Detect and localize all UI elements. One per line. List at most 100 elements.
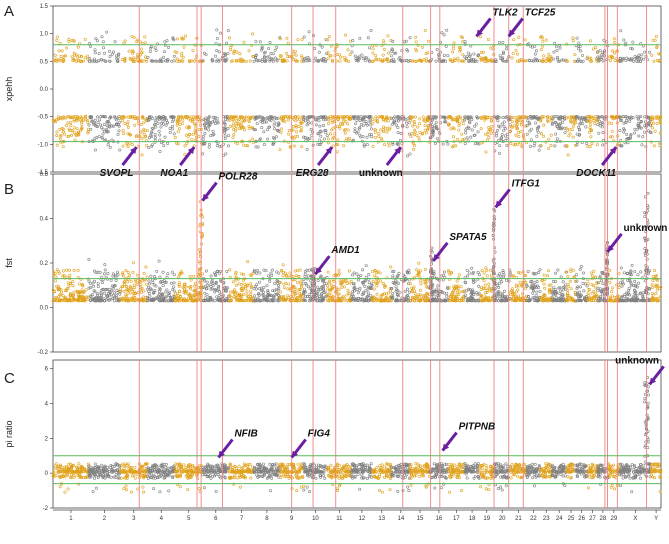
data-point	[454, 144, 458, 148]
data-point	[223, 126, 227, 130]
data-point	[561, 58, 565, 62]
data-point	[558, 43, 562, 47]
data-point	[624, 58, 628, 62]
data-point	[219, 31, 223, 35]
data-point	[159, 125, 163, 129]
data-point	[329, 44, 333, 48]
data-point	[573, 143, 577, 147]
data-point	[141, 41, 145, 45]
data-point	[658, 52, 662, 56]
data-point	[332, 136, 336, 140]
data-point	[410, 132, 414, 136]
data-point	[511, 52, 515, 56]
data-point	[55, 143, 59, 147]
data-point	[76, 268, 80, 272]
data-point	[541, 39, 545, 43]
data-point	[611, 115, 615, 119]
data-point	[533, 44, 537, 48]
data-point	[398, 290, 402, 294]
data-point	[241, 59, 245, 63]
data-point	[484, 150, 488, 154]
data-point	[123, 122, 127, 126]
data-point	[360, 118, 364, 122]
data-point	[193, 122, 197, 126]
data-point	[230, 296, 234, 300]
data-point	[173, 292, 177, 296]
data-point	[102, 291, 106, 295]
data-point	[114, 118, 118, 122]
data-point	[541, 44, 545, 48]
data-point	[203, 126, 207, 130]
data-point	[126, 270, 130, 274]
data-point	[544, 140, 548, 144]
data-point	[450, 59, 454, 63]
y-tick-label: 0.6	[40, 172, 49, 178]
data-point	[447, 123, 451, 127]
data-point	[465, 54, 469, 58]
data-point	[509, 142, 513, 146]
data-point	[368, 46, 372, 50]
data-point	[299, 279, 303, 283]
data-point	[358, 286, 362, 290]
data-point	[256, 269, 260, 273]
data-point	[590, 59, 594, 63]
data-point	[131, 50, 135, 54]
data-point	[571, 135, 575, 139]
data-point	[364, 264, 368, 268]
data-point	[375, 284, 379, 288]
data-point	[177, 127, 181, 131]
data-point	[83, 56, 87, 60]
data-point	[133, 292, 137, 296]
data-point	[625, 132, 629, 136]
data-point	[574, 273, 578, 277]
data-point	[405, 121, 409, 125]
data-point	[272, 127, 276, 131]
data-point	[581, 281, 585, 285]
data-point	[295, 288, 299, 292]
data-point	[361, 124, 365, 128]
data-point	[119, 287, 123, 291]
data-point	[430, 118, 434, 122]
data-point	[204, 127, 208, 131]
data-point	[113, 115, 117, 119]
data-point	[446, 142, 450, 146]
data-point	[574, 115, 578, 119]
data-point	[279, 295, 283, 299]
data-point	[319, 116, 323, 120]
data-point	[561, 288, 565, 292]
data-point	[287, 129, 291, 133]
data-point	[498, 144, 502, 148]
data-point	[633, 279, 637, 283]
data-point	[164, 123, 168, 127]
data-point	[293, 49, 297, 53]
data-point	[178, 298, 182, 302]
data-point	[190, 59, 194, 63]
data-point	[279, 130, 283, 134]
data-point	[355, 287, 359, 291]
data-point	[363, 285, 367, 289]
data-point	[426, 115, 430, 119]
data-point	[306, 59, 310, 63]
data-point	[470, 57, 474, 61]
data-point	[238, 52, 242, 56]
data-point	[268, 58, 272, 62]
data-point	[381, 53, 385, 57]
data-point	[147, 136, 151, 140]
data-point	[161, 292, 165, 296]
data-point	[282, 117, 286, 121]
data-point	[639, 115, 643, 119]
data-point	[150, 130, 154, 134]
data-point	[321, 285, 325, 289]
data-point	[255, 271, 259, 275]
data-point	[235, 50, 239, 54]
data-point	[69, 121, 73, 125]
data-point	[330, 128, 334, 132]
data-point	[479, 117, 483, 121]
data-point	[232, 290, 236, 294]
data-point	[95, 39, 99, 43]
data-point	[531, 291, 535, 295]
data-point	[242, 292, 246, 296]
data-point	[445, 28, 449, 32]
data-point	[398, 58, 402, 62]
data-point	[340, 121, 344, 125]
